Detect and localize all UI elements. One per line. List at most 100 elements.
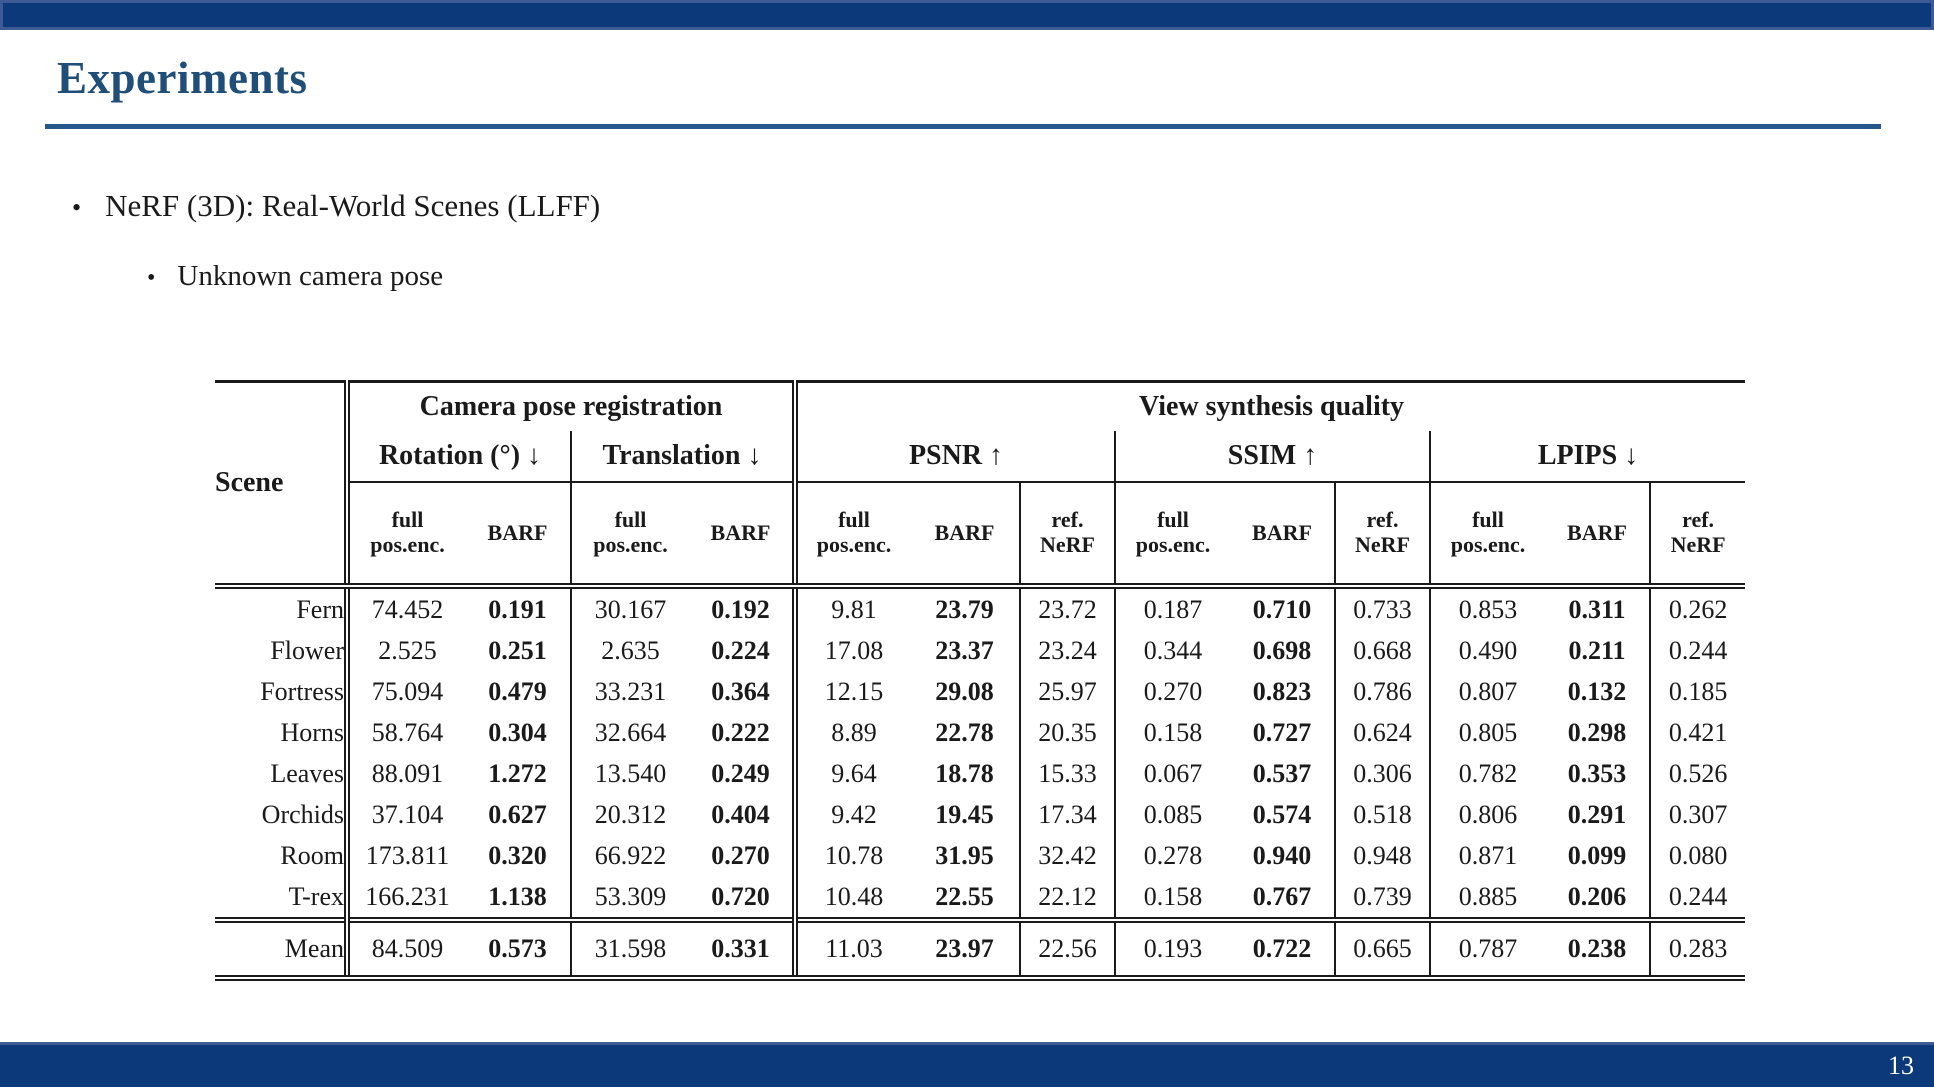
value-cell: 0.132 xyxy=(1567,676,1627,706)
value-cell: 0.805 xyxy=(1429,712,1545,753)
value-cell: 0.206 xyxy=(1567,881,1627,911)
method-header-full: full pos.enc. xyxy=(792,482,910,589)
value-cell: 18.78 xyxy=(935,758,994,788)
value-cell: 0.099 xyxy=(1567,840,1627,870)
value-cell: 2.525 xyxy=(344,630,465,671)
value-cell: 75.094 xyxy=(344,671,465,712)
value-cell: 31.598 xyxy=(570,917,689,981)
value-cell: 0.211 xyxy=(1568,635,1626,665)
value-cell: 0.270 xyxy=(711,840,770,870)
value-cell: 0.251 xyxy=(488,635,547,665)
value-cell: 0.710 xyxy=(1252,594,1312,624)
value-cell: 0.307 xyxy=(1648,794,1746,835)
table-row: Room 173.811 0.320 66.922 0.270 10.78 31.95 32.… xyxy=(215,835,1746,876)
value-cell: 0.479 xyxy=(488,676,547,706)
bullet-text: NeRF (3D): Real-World Scenes (LLFF) xyxy=(105,188,601,223)
scene-cell: T-rex xyxy=(288,881,344,911)
value-cell: 0.787 xyxy=(1429,917,1545,981)
table-row: Flower 2.525 0.251 2.635 0.224 17.08 23.37 23.2… xyxy=(215,630,1746,671)
value-cell: 0.573 xyxy=(465,917,571,981)
value-cell: 32.42 xyxy=(1019,835,1115,876)
value-cell: 53.309 xyxy=(570,876,689,920)
value-cell: 23.72 xyxy=(1019,586,1115,630)
value-cell: 0.948 xyxy=(1334,835,1430,876)
value-cell: 30.167 xyxy=(570,586,689,630)
scene-cell: Flower xyxy=(270,635,344,665)
results-table: Scene Camera pose registration View synt… xyxy=(215,380,1746,981)
value-cell: 0.727 xyxy=(1252,717,1312,747)
table-header: Scene Camera pose registration View synt… xyxy=(215,380,1746,589)
value-cell: 0.331 xyxy=(689,917,795,981)
value-cell: 0.940 xyxy=(1252,840,1312,870)
value-cell: 23.79 xyxy=(935,594,994,624)
value-cell: 0.249 xyxy=(711,758,770,788)
value-cell: 22.12 xyxy=(1019,876,1115,920)
method-header-row: full pos.enc. BARF full pos.enc. BARF fu… xyxy=(215,482,1746,589)
value-cell: 0.806 xyxy=(1429,794,1545,835)
method-header-barf: BARF xyxy=(465,482,571,589)
value-cell: 0.668 xyxy=(1334,630,1430,671)
value-cell: 0.786 xyxy=(1334,671,1430,712)
table-row: Leaves 88.091 1.272 13.540 0.249 9.64 18.78 15.… xyxy=(215,753,1746,794)
value-cell: 0.739 xyxy=(1334,876,1430,920)
value-cell: 0.885 xyxy=(1429,876,1545,920)
value-cell: 0.344 xyxy=(1114,630,1230,671)
value-cell: 31.95 xyxy=(935,840,994,870)
method-header-barf: BARF xyxy=(910,482,1020,589)
table-row: Horns 58.764 0.304 32.664 0.222 8.89 22.78 20.3… xyxy=(215,712,1746,753)
group-header-quality: View synthesis quality xyxy=(791,380,1746,431)
group-header-registration: Camera pose registration xyxy=(344,380,795,431)
value-cell: 8.89 xyxy=(792,712,910,753)
method-header-full: full pos.enc. xyxy=(1114,482,1230,589)
metric-header-psnr: PSNR ↑ xyxy=(792,431,1115,483)
method-header-barf: BARF xyxy=(1545,482,1650,589)
metric-header-lpips: LPIPS ↓ xyxy=(1428,431,1746,483)
value-cell: 0.627 xyxy=(488,799,547,829)
method-header-ref: ref. NeRF xyxy=(1334,482,1430,589)
value-cell: 173.811 xyxy=(344,835,465,876)
method-header-barf: BARF xyxy=(1230,482,1335,589)
value-cell: 17.08 xyxy=(792,630,910,671)
value-cell: 0.823 xyxy=(1252,676,1312,706)
value-cell: 0.193 xyxy=(1114,917,1230,981)
value-cell: 0.421 xyxy=(1648,712,1746,753)
table-row: Fortress 75.094 0.479 33.231 0.364 12.15 29.08… xyxy=(215,671,1746,712)
value-cell: 0.871 xyxy=(1429,835,1545,876)
value-cell: 25.97 xyxy=(1019,671,1115,712)
value-cell: 0.080 xyxy=(1648,835,1746,876)
table-row: Orchids 37.104 0.627 20.312 0.404 9.42 19.45 17… xyxy=(215,794,1746,835)
value-cell: 0.624 xyxy=(1334,712,1430,753)
value-cell: 0.722 xyxy=(1230,917,1335,981)
value-cell: 0.187 xyxy=(1114,586,1230,630)
value-cell: 0.853 xyxy=(1429,586,1545,630)
value-cell: 0.283 xyxy=(1648,917,1746,981)
value-cell: 0.698 xyxy=(1252,635,1312,665)
value-cell: 0.404 xyxy=(711,799,770,829)
scene-cell: Leaves xyxy=(270,758,344,788)
value-cell: 0.526 xyxy=(1648,753,1746,794)
value-cell: 0.291 xyxy=(1567,799,1627,829)
table-row: Fern 74.452 0.191 30.167 0.192 9.81 23.79 23.72… xyxy=(215,586,1746,630)
metric-header-ssim: SSIM ↑ xyxy=(1114,431,1430,483)
value-cell: 9.42 xyxy=(792,794,910,835)
metric-header-rotation: Rotation (°) ↓ xyxy=(344,431,571,483)
value-cell: 0.490 xyxy=(1429,630,1545,671)
bullet-item: • NeRF (3D): Real-World Scenes (LLFF) xyxy=(72,188,600,224)
value-cell: 66.922 xyxy=(570,835,689,876)
value-cell: 0.192 xyxy=(711,594,770,624)
value-cell: 20.312 xyxy=(570,794,689,835)
value-cell: 2.635 xyxy=(570,630,689,671)
value-cell: 11.03 xyxy=(792,917,910,981)
value-cell: 1.272 xyxy=(488,758,547,788)
value-cell: 0.067 xyxy=(1114,753,1230,794)
value-cell: 0.278 xyxy=(1114,835,1230,876)
header-bar xyxy=(0,0,1934,30)
value-cell: 166.231 xyxy=(344,876,465,920)
value-cell: 0.353 xyxy=(1567,758,1627,788)
value-cell: 0.782 xyxy=(1429,753,1545,794)
value-cell: 0.807 xyxy=(1429,671,1545,712)
value-cell: 0.574 xyxy=(1252,799,1312,829)
bullet-marker-icon: • xyxy=(72,193,82,222)
value-cell: 0.085 xyxy=(1114,794,1230,835)
